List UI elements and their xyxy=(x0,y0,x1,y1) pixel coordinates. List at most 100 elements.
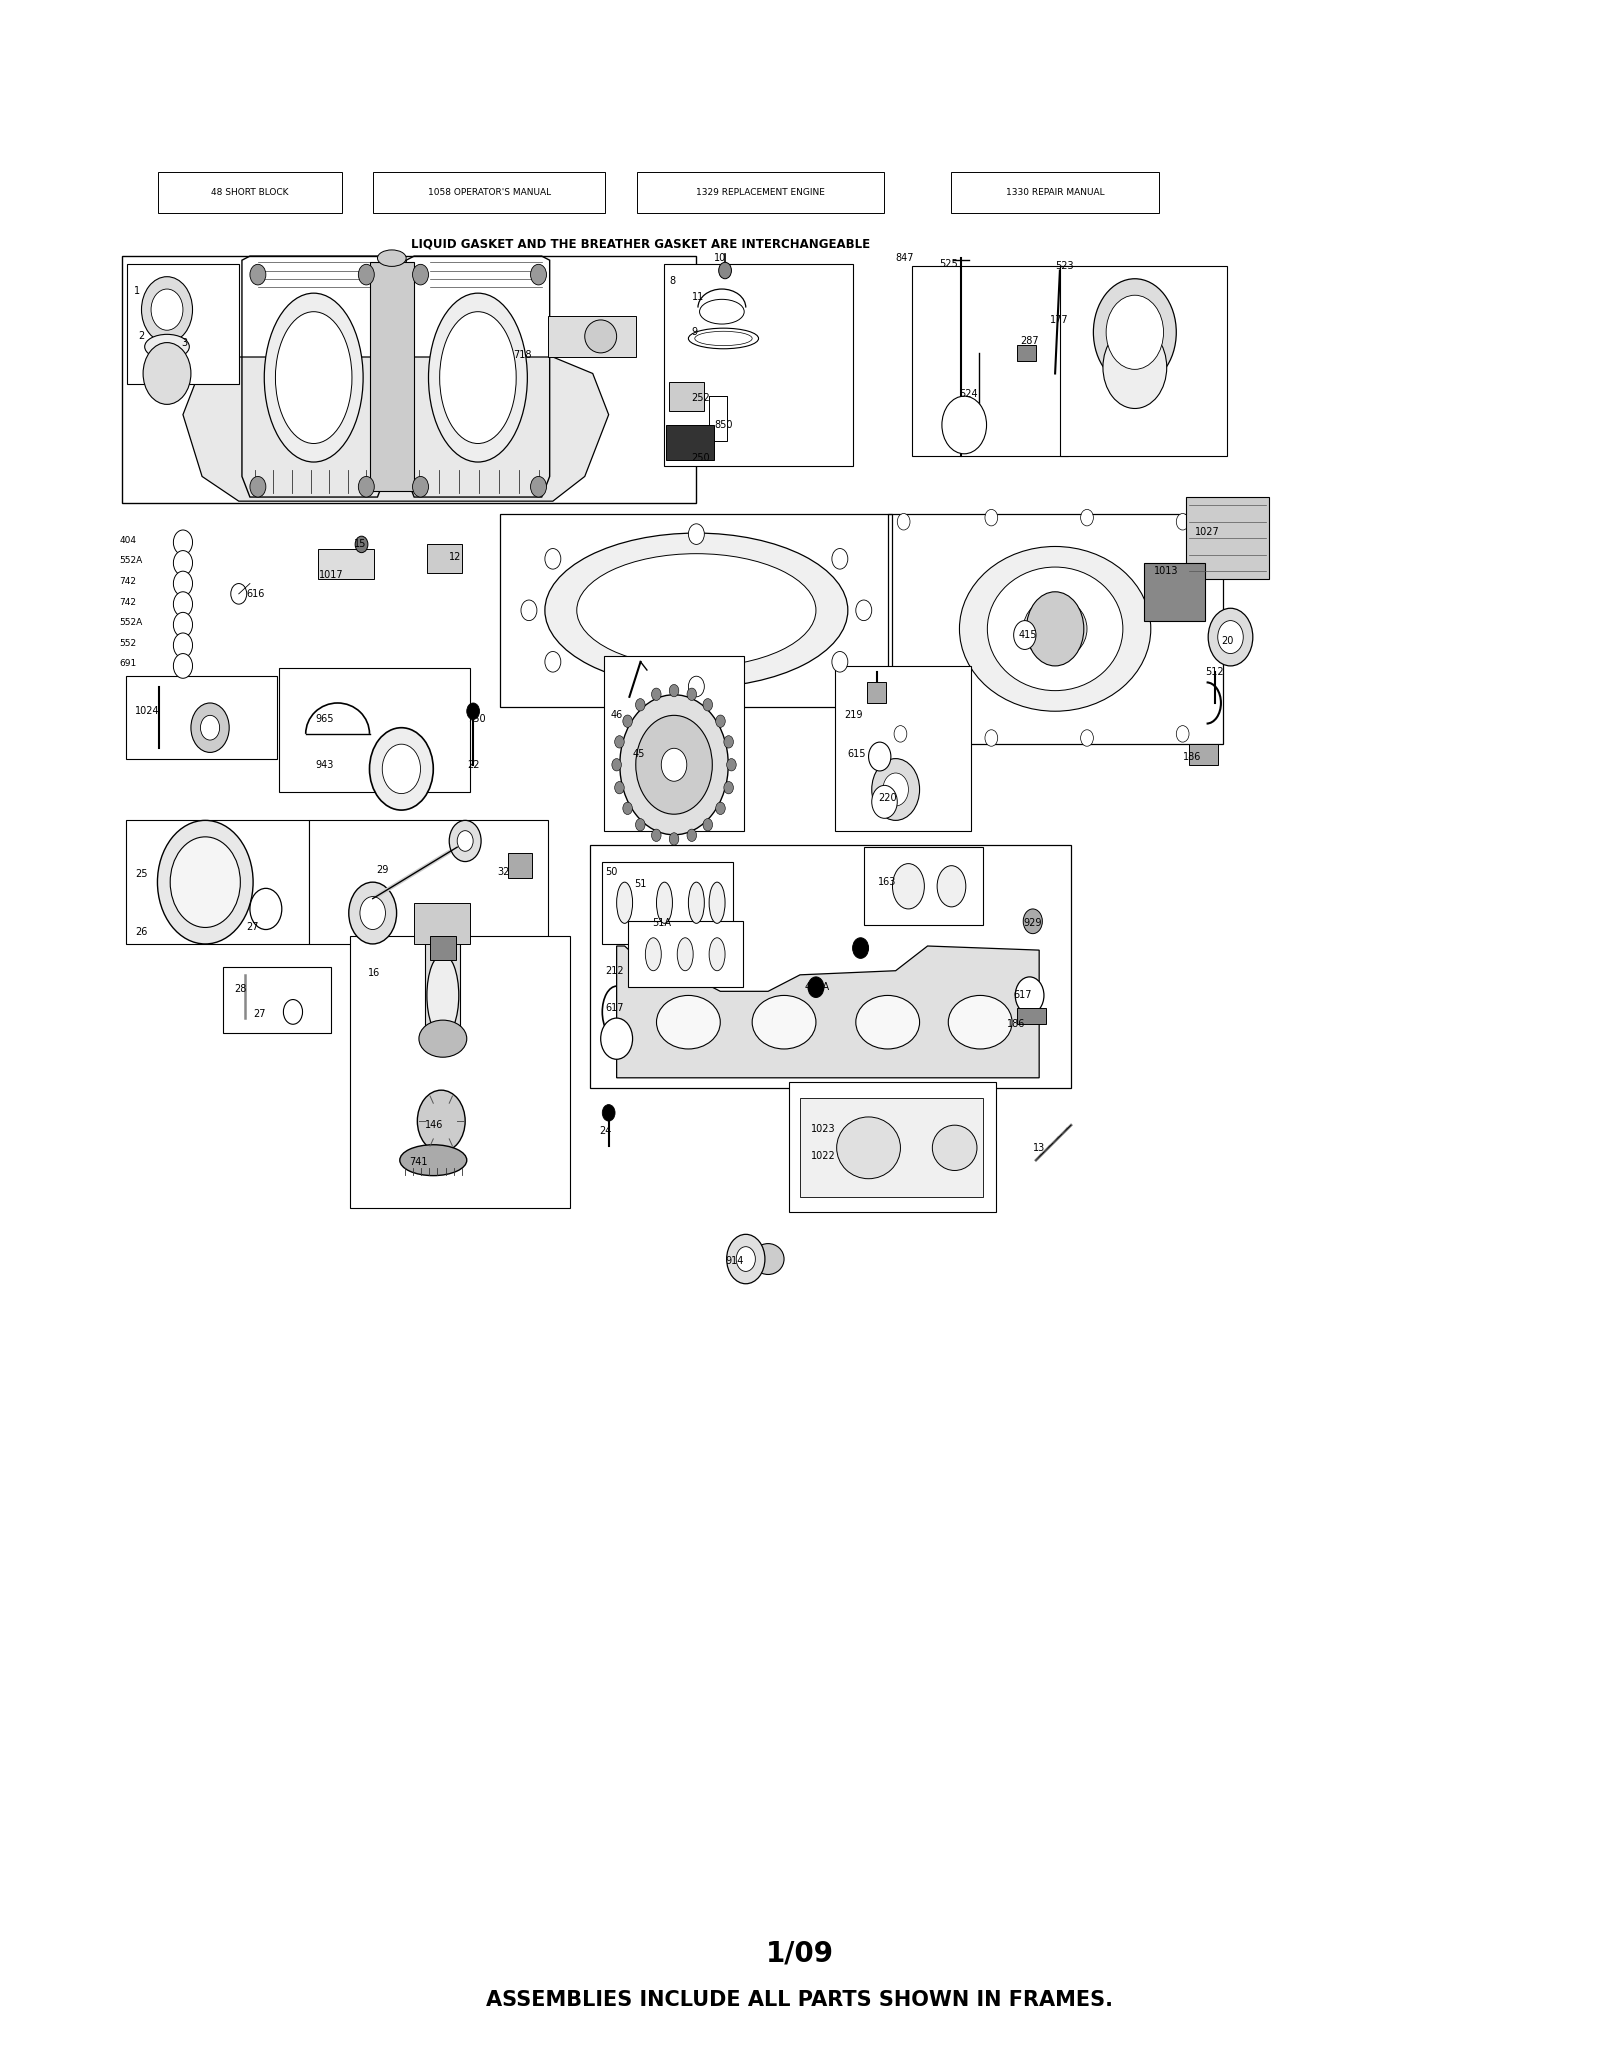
Text: 252: 252 xyxy=(691,392,710,403)
Ellipse shape xyxy=(933,1125,978,1171)
Text: 1330 REPAIR MANUAL: 1330 REPAIR MANUAL xyxy=(1006,188,1104,196)
Text: 718: 718 xyxy=(514,349,531,359)
Circle shape xyxy=(686,830,696,840)
Text: 186: 186 xyxy=(1008,1020,1026,1028)
Bar xyxy=(1144,564,1205,622)
Bar xyxy=(603,655,744,830)
Text: 615: 615 xyxy=(848,750,866,760)
Text: 691: 691 xyxy=(118,659,136,669)
Circle shape xyxy=(832,650,848,671)
Text: 617: 617 xyxy=(1014,991,1032,999)
Circle shape xyxy=(635,714,712,814)
Circle shape xyxy=(358,477,374,498)
Bar xyxy=(952,171,1158,213)
Text: 11: 11 xyxy=(691,293,704,301)
Text: 741: 741 xyxy=(410,1156,427,1167)
Circle shape xyxy=(856,601,872,622)
Text: 22: 22 xyxy=(467,760,480,770)
Text: 13: 13 xyxy=(1032,1142,1045,1152)
Circle shape xyxy=(173,531,192,555)
Text: 27: 27 xyxy=(253,1010,266,1018)
Ellipse shape xyxy=(584,320,616,353)
Text: 177: 177 xyxy=(1050,316,1069,324)
Circle shape xyxy=(349,882,397,944)
Bar xyxy=(125,675,277,758)
Circle shape xyxy=(614,781,624,793)
Circle shape xyxy=(413,477,429,498)
Circle shape xyxy=(723,781,733,793)
Text: 26: 26 xyxy=(134,927,147,938)
Circle shape xyxy=(869,741,891,770)
Circle shape xyxy=(283,999,302,1024)
Circle shape xyxy=(602,1105,614,1121)
Text: 850: 850 xyxy=(714,419,733,430)
Bar xyxy=(309,820,549,944)
Circle shape xyxy=(883,772,909,805)
Circle shape xyxy=(715,801,725,814)
Circle shape xyxy=(688,675,704,696)
Circle shape xyxy=(1080,510,1093,527)
Polygon shape xyxy=(616,946,1038,1078)
Text: 742: 742 xyxy=(118,576,136,586)
Circle shape xyxy=(173,653,192,677)
Circle shape xyxy=(986,510,998,527)
Ellipse shape xyxy=(709,938,725,971)
Ellipse shape xyxy=(378,250,406,266)
Text: 8: 8 xyxy=(669,277,675,285)
Text: 12: 12 xyxy=(450,551,461,562)
Text: 512: 512 xyxy=(1205,667,1224,677)
Text: 10: 10 xyxy=(714,254,726,262)
Bar xyxy=(430,935,456,960)
Circle shape xyxy=(522,601,538,622)
Circle shape xyxy=(688,525,704,545)
Ellipse shape xyxy=(656,882,672,923)
Circle shape xyxy=(661,748,686,781)
Circle shape xyxy=(715,714,725,727)
Text: 220: 220 xyxy=(878,793,896,803)
Bar xyxy=(627,921,742,987)
Circle shape xyxy=(619,694,728,834)
Circle shape xyxy=(531,264,547,285)
Circle shape xyxy=(635,698,645,710)
Circle shape xyxy=(1093,279,1176,386)
Text: 20: 20 xyxy=(1221,636,1234,646)
Text: 186: 186 xyxy=(1182,752,1202,762)
Bar xyxy=(666,425,714,460)
Bar xyxy=(318,549,374,580)
Circle shape xyxy=(358,264,374,285)
Circle shape xyxy=(150,289,182,330)
Text: 28: 28 xyxy=(234,985,246,993)
Bar xyxy=(864,847,984,925)
Circle shape xyxy=(736,1247,755,1272)
Text: 750: 750 xyxy=(467,714,485,725)
Circle shape xyxy=(635,818,645,830)
Ellipse shape xyxy=(709,882,725,923)
Text: 1329 REPLACEMENT ENGINE: 1329 REPLACEMENT ENGINE xyxy=(696,188,824,196)
Circle shape xyxy=(173,551,192,576)
Circle shape xyxy=(723,735,733,748)
Circle shape xyxy=(651,688,661,700)
Circle shape xyxy=(1208,609,1253,665)
Circle shape xyxy=(467,702,480,719)
Text: 617: 617 xyxy=(605,1004,624,1012)
Text: 1024: 1024 xyxy=(134,706,160,717)
Circle shape xyxy=(458,830,474,851)
Circle shape xyxy=(157,820,253,944)
Bar xyxy=(867,681,886,702)
Bar xyxy=(373,171,605,213)
Bar xyxy=(1059,266,1227,456)
Text: 965: 965 xyxy=(315,714,334,725)
Ellipse shape xyxy=(1024,599,1086,659)
Text: 404: 404 xyxy=(118,535,136,545)
Text: 524: 524 xyxy=(960,388,978,399)
Circle shape xyxy=(173,572,192,597)
Ellipse shape xyxy=(616,882,632,923)
Circle shape xyxy=(190,702,229,752)
Ellipse shape xyxy=(856,995,920,1049)
Text: 616: 616 xyxy=(246,589,266,599)
Text: 51: 51 xyxy=(634,880,646,890)
Text: 29: 29 xyxy=(376,865,389,876)
Circle shape xyxy=(250,264,266,285)
Text: 1058 OPERATOR'S MANUAL: 1058 OPERATOR'S MANUAL xyxy=(427,188,550,196)
Circle shape xyxy=(360,896,386,929)
